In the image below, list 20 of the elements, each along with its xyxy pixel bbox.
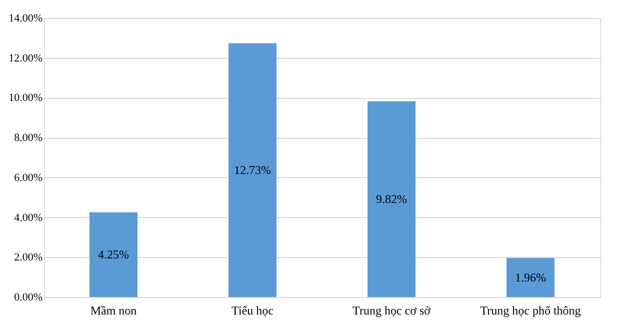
- y-tick-label: 10.00%: [8, 92, 42, 104]
- data-label: 9.82%: [376, 192, 407, 206]
- y-tick-label: 6.00%: [14, 172, 42, 184]
- x-tick-label: Mầm non: [90, 304, 137, 318]
- bar: [228, 43, 276, 297]
- bar: [506, 258, 554, 297]
- data-label: 1.96%: [515, 270, 546, 284]
- y-tick-label: 14.00%: [8, 12, 42, 24]
- y-tick-label: 2.00%: [14, 252, 42, 264]
- x-tick-label: Trung học phổ thông: [480, 304, 581, 318]
- y-tick-label: 0.00%: [14, 292, 42, 304]
- data-label: 12.73%: [234, 163, 271, 178]
- bar: [90, 212, 138, 297]
- bar: [368, 101, 416, 297]
- x-tick-label: Trung học cơ sở: [352, 304, 432, 318]
- x-tick-label: Tiểu học: [232, 304, 274, 318]
- y-tick-label: 12.00%: [8, 52, 42, 64]
- data-label: 4.25%: [98, 248, 129, 262]
- y-tick-label: 4.00%: [14, 212, 42, 224]
- y-tick-label: 8.00%: [14, 132, 42, 144]
